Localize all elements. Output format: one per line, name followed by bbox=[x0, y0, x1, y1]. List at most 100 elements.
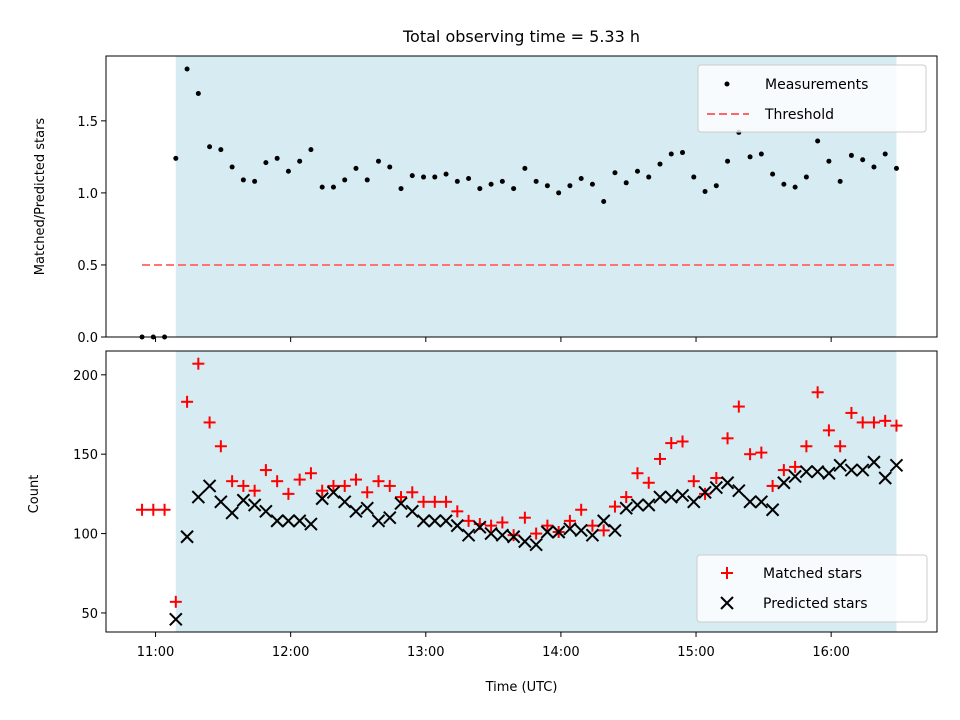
predicted-star-point bbox=[371, 514, 386, 528]
matched-star-point bbox=[721, 432, 734, 445]
count-xtick-label: 13:00 bbox=[407, 645, 444, 660]
count-marks bbox=[136, 357, 904, 627]
measurement-point bbox=[274, 155, 280, 161]
measurement-point bbox=[567, 183, 573, 189]
predicted-star-point bbox=[259, 504, 273, 519]
count-xtick-label: 11:00 bbox=[137, 645, 174, 660]
matched-star-point bbox=[192, 357, 205, 370]
matched-star-point bbox=[349, 473, 362, 486]
predicted-star-point bbox=[191, 490, 206, 504]
count-xtick-label: 15:00 bbox=[677, 645, 714, 660]
measurement-point bbox=[240, 177, 246, 183]
predicted-star-point bbox=[619, 501, 633, 515]
matched-star-point bbox=[259, 464, 272, 477]
count-ytick-label: 150 bbox=[73, 448, 98, 463]
measurement-point bbox=[398, 186, 404, 192]
predicted-star-point bbox=[698, 485, 712, 500]
matched-star-point bbox=[834, 440, 847, 453]
predicted-star-point bbox=[473, 520, 487, 534]
matched-star-point bbox=[586, 519, 599, 532]
predicted-star-point bbox=[461, 528, 476, 542]
count-x-ticks: 11:00 12:00 13:00 14:00 15:00 16:00 bbox=[137, 632, 850, 660]
predicted-star-point bbox=[596, 514, 611, 528]
measurement-point bbox=[578, 175, 584, 181]
count-y-ticks: 50 100 150 200 bbox=[73, 369, 106, 622]
matched-star-point bbox=[282, 487, 295, 500]
count-panel: 50 100 150 200 11:00 12:00 13:00 14:00 15:00 16:… bbox=[27, 350, 938, 695]
count-xtick-label: 14:00 bbox=[542, 645, 579, 660]
measurement-point bbox=[792, 184, 798, 190]
measurement-point bbox=[387, 164, 393, 170]
predicted-star-point bbox=[720, 476, 735, 490]
predicted-star-point bbox=[540, 525, 555, 539]
matched-star-point bbox=[169, 595, 182, 608]
matched-star-point bbox=[800, 440, 813, 453]
predicted-star-point bbox=[360, 501, 374, 515]
measurement-point bbox=[837, 178, 843, 184]
predicted-star-point bbox=[405, 504, 419, 519]
count-xlabel: Time (UTC) bbox=[485, 680, 558, 695]
matched-star-point bbox=[856, 416, 869, 429]
ratio-x-ticks bbox=[155, 337, 832, 342]
matched-star-point bbox=[732, 400, 745, 413]
count-legend-box bbox=[696, 554, 928, 623]
predicted-star-point bbox=[765, 503, 780, 517]
matched-star-point bbox=[293, 473, 306, 486]
matched-star-point bbox=[822, 424, 835, 437]
measurement-point bbox=[173, 155, 179, 161]
matched-star-point bbox=[237, 479, 250, 492]
matched-star-point bbox=[226, 475, 239, 488]
matched-star-point bbox=[485, 519, 498, 532]
predicted-star-point bbox=[506, 530, 521, 544]
matched-star-point bbox=[541, 519, 554, 532]
measurement-point bbox=[803, 174, 809, 180]
legend-measurements-marker bbox=[724, 81, 730, 87]
predicted-star-point bbox=[428, 514, 442, 528]
measurement-point bbox=[207, 144, 213, 150]
count-ylabel: Count bbox=[27, 475, 42, 514]
predicted-star-point bbox=[214, 495, 228, 509]
predicted-star-point bbox=[822, 466, 836, 480]
matched-star-point bbox=[620, 491, 633, 504]
measurement-point bbox=[893, 165, 899, 171]
legend-threshold-label: Threshold bbox=[764, 107, 834, 123]
predicted-star-point bbox=[642, 498, 656, 512]
measurement-point bbox=[285, 168, 291, 174]
measurement-point bbox=[691, 174, 697, 180]
matched-star-point bbox=[676, 435, 689, 448]
legend-matched-label: Matched stars bbox=[763, 566, 862, 582]
matched-star-point bbox=[417, 495, 430, 508]
measurement-point bbox=[713, 183, 719, 189]
measurement-point bbox=[443, 171, 449, 177]
predicted-star-point bbox=[281, 514, 296, 528]
measurement-point bbox=[330, 184, 336, 190]
predicted-star-point bbox=[225, 506, 239, 520]
predicted-star-point bbox=[732, 483, 746, 498]
measurement-point bbox=[646, 174, 652, 180]
measurement-point bbox=[375, 158, 381, 164]
matched-star-point bbox=[845, 406, 858, 419]
predicted-star-point bbox=[180, 530, 194, 544]
predicted-star-point bbox=[551, 525, 566, 539]
measurement-point bbox=[297, 158, 303, 164]
measurement-point bbox=[556, 190, 562, 196]
predicted-star-point bbox=[304, 517, 318, 531]
count-xtick-label: 16:00 bbox=[812, 645, 849, 660]
ratio-ytick-label: 0.5 bbox=[77, 259, 98, 274]
matched-star-point bbox=[642, 476, 655, 489]
matched-star-point bbox=[789, 460, 802, 473]
matched-star-point bbox=[462, 514, 475, 527]
measurement-point bbox=[882, 151, 888, 157]
predicted-star-point bbox=[844, 463, 859, 477]
matched-star-point bbox=[203, 416, 216, 429]
predicted-star-point bbox=[585, 528, 600, 542]
matched-star-point bbox=[248, 484, 261, 497]
count-ytick-label: 50 bbox=[81, 607, 98, 622]
matched-star-point bbox=[316, 484, 329, 497]
predicted-star-point bbox=[777, 476, 791, 490]
measurement-point bbox=[263, 160, 269, 166]
matched-star-point bbox=[665, 437, 678, 450]
matched-star-point bbox=[507, 529, 520, 542]
measurement-point bbox=[601, 199, 607, 205]
matched-star-point bbox=[338, 479, 351, 492]
